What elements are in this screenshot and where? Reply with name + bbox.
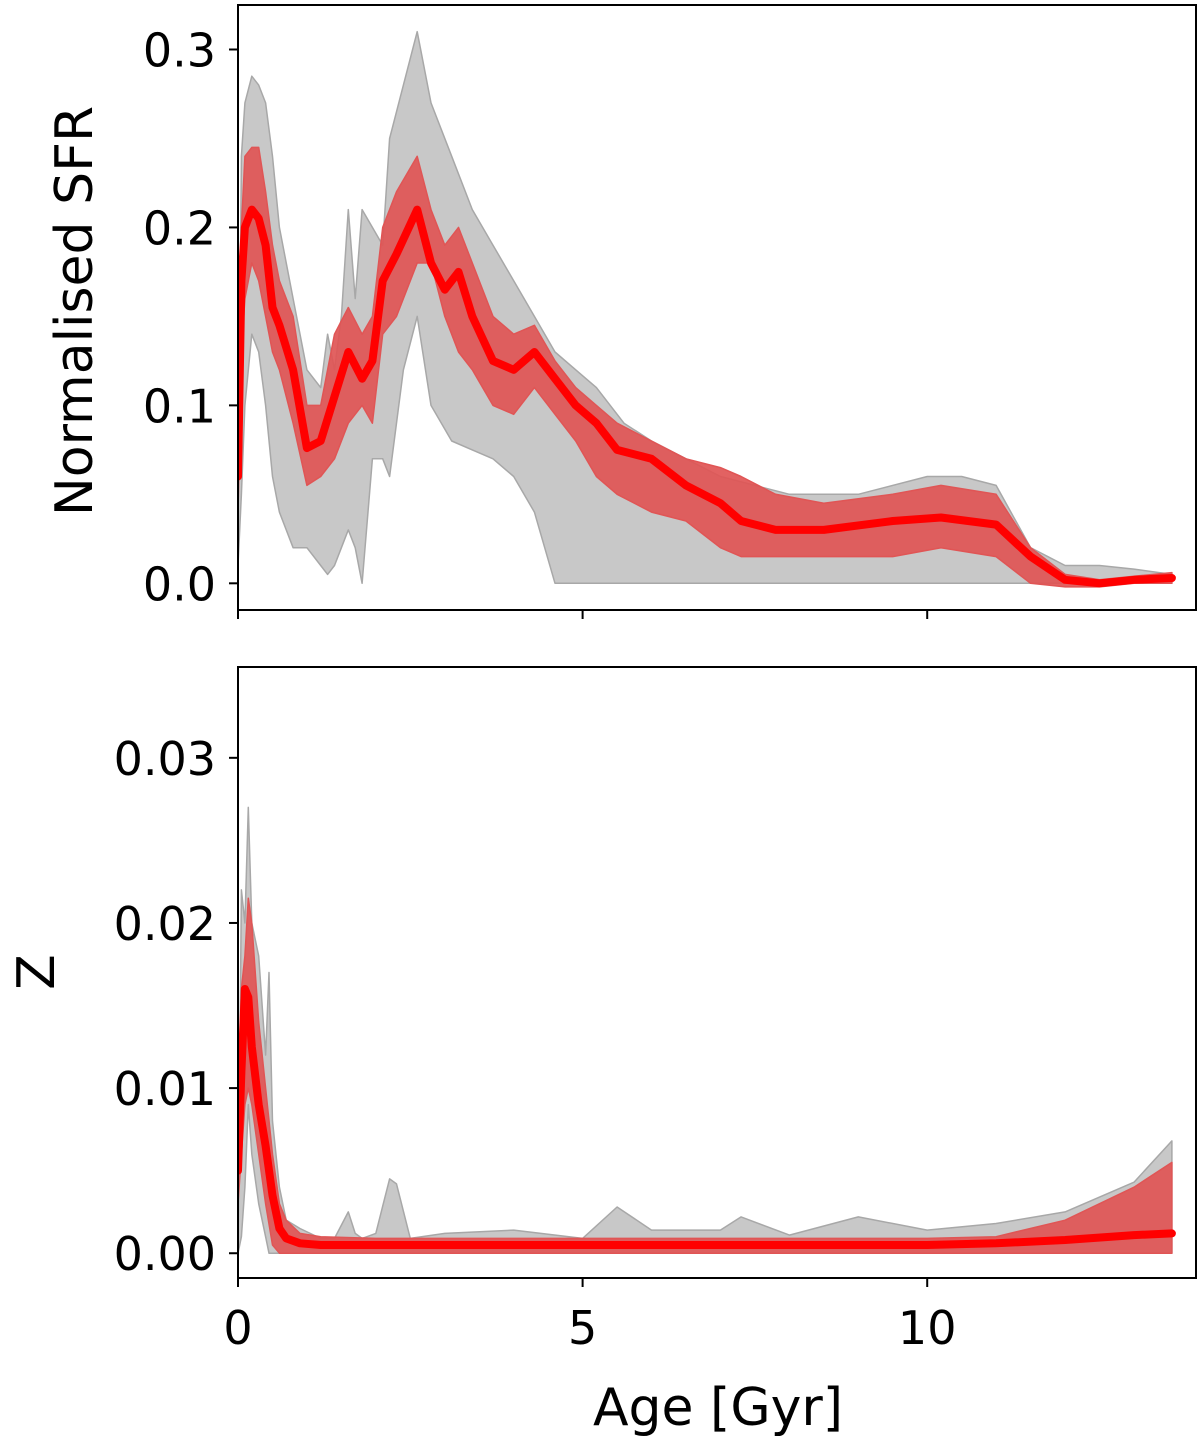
top-panel: 0.0 0.1 0.2 0.3 Normalised SFR [45,4,1197,619]
top-median-line [238,205,1176,588]
bottom-y-tick-label: 0.01 [114,1062,216,1116]
bottom-axes-frame [237,666,1197,1279]
x-tick-label: 10 [898,1301,957,1355]
top-y-tick-label: 0.1 [143,379,216,433]
x-axis-label: Age [Gyr] [593,1378,843,1438]
top-y-tick-label: 0.3 [143,23,216,77]
x-tick-label: 5 [568,1301,597,1355]
bottom-y-tick-label: 0.02 [114,897,216,951]
bottom-y-axis-label: Z [7,954,67,990]
bottom-red-band [238,897,1173,1254]
x-tick-label: 0 [223,1301,252,1355]
bottom-median-line [238,985,1176,1249]
top-y-tick-label: 0.0 [143,557,216,611]
x-tick-labels: 0 5 10 [223,1301,956,1355]
top-red-band [238,146,1173,588]
bottom-grey-band [238,806,1173,1254]
bottom-y-tick-label: 0.03 [114,732,216,786]
bottom-panel: 0.00 0.01 0.02 0.03 Z [7,666,1197,1287]
bottom-y-tick-label: 0.00 [114,1227,216,1281]
top-y-tick-label: 0.2 [143,201,216,255]
top-axes-frame [237,4,1197,611]
top-y-axis-label: Normalised SFR [45,106,105,516]
